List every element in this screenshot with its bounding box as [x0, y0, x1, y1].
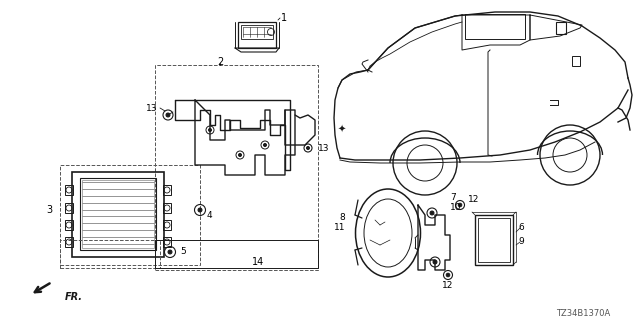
Text: 3: 3: [46, 205, 52, 215]
Bar: [572, 56, 580, 66]
Bar: [238, 22, 276, 48]
Bar: [478, 218, 510, 262]
Bar: [475, 215, 513, 265]
Circle shape: [307, 147, 310, 149]
Bar: [155, 65, 318, 270]
Text: 13: 13: [147, 103, 157, 113]
Bar: [80, 178, 156, 250]
Bar: [65, 203, 73, 213]
Bar: [556, 22, 566, 34]
Circle shape: [458, 203, 462, 207]
Text: 12: 12: [468, 196, 479, 204]
Circle shape: [168, 250, 172, 254]
Text: 1: 1: [281, 13, 287, 23]
Circle shape: [198, 208, 202, 212]
Text: 7: 7: [450, 194, 456, 203]
Text: 10: 10: [450, 204, 461, 212]
Text: 4: 4: [207, 211, 212, 220]
Bar: [163, 185, 171, 195]
Bar: [60, 240, 160, 268]
Circle shape: [433, 260, 437, 264]
Bar: [163, 203, 171, 213]
Text: 11: 11: [333, 223, 345, 233]
Bar: [82, 180, 154, 248]
Text: 5: 5: [180, 247, 186, 257]
Text: 6: 6: [518, 223, 524, 233]
Bar: [163, 220, 171, 230]
Circle shape: [209, 129, 211, 132]
Text: 13: 13: [318, 143, 330, 153]
Bar: [60, 165, 200, 265]
Text: 2: 2: [217, 57, 223, 67]
Text: 9: 9: [518, 237, 524, 246]
Bar: [163, 237, 171, 247]
Text: FR.: FR.: [65, 292, 83, 302]
Bar: [241, 25, 273, 39]
Bar: [72, 172, 164, 257]
Bar: [155, 240, 318, 268]
Text: 8: 8: [339, 213, 345, 222]
Circle shape: [166, 113, 170, 117]
Bar: [65, 185, 73, 195]
Circle shape: [264, 143, 266, 147]
Circle shape: [239, 154, 241, 156]
Circle shape: [446, 273, 450, 277]
Text: ✦: ✦: [338, 125, 346, 135]
Text: TZ34B1370A: TZ34B1370A: [556, 308, 610, 317]
Circle shape: [430, 211, 434, 215]
Bar: [65, 237, 73, 247]
Text: 14: 14: [252, 257, 264, 267]
Bar: [465, 14, 525, 39]
Text: 12: 12: [442, 281, 454, 290]
Bar: [65, 220, 73, 230]
